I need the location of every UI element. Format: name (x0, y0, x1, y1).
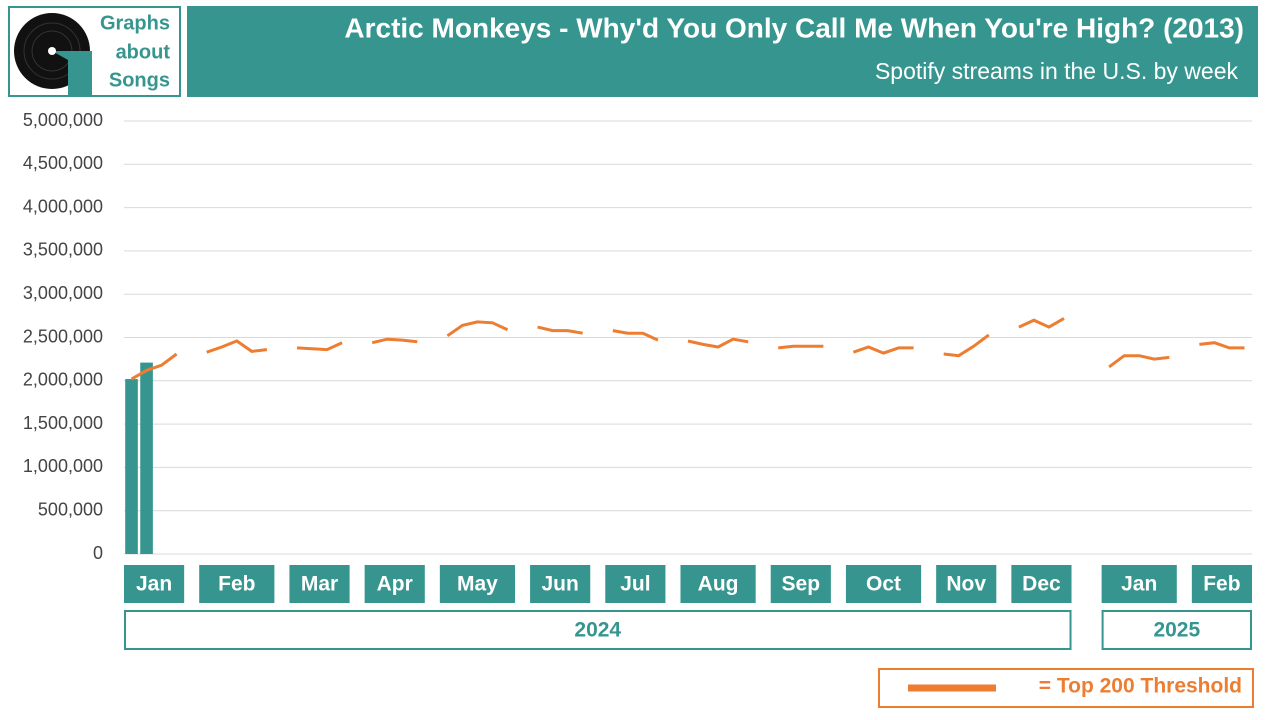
month-label: Aug (698, 573, 739, 596)
y-tick-label: 3,500,000 (23, 240, 103, 260)
month-label: Feb (1203, 573, 1240, 596)
logo-text: Songs (109, 69, 170, 91)
month-label: Dec (1022, 573, 1061, 596)
threshold-line (537, 325, 583, 335)
y-tick-label: 1,500,000 (23, 413, 103, 433)
year-box (1101, 610, 1252, 650)
logo-icon (14, 13, 92, 96)
month-label: May (457, 573, 498, 596)
threshold-line (943, 333, 990, 358)
year-box (124, 610, 1072, 650)
y-tick-label: 4,000,000 (23, 196, 103, 216)
month-box (936, 565, 997, 603)
month-box (439, 565, 516, 603)
month-box (1191, 565, 1252, 603)
month-box (124, 565, 185, 603)
month-label: Sep (782, 573, 821, 596)
month-label: Oct (866, 573, 901, 596)
threshold-line (778, 344, 824, 350)
y-tick-label: 5,000,000 (23, 110, 103, 130)
month-box (1011, 565, 1072, 603)
year-label: 2024 (574, 619, 621, 642)
y-tick-label: 1,000,000 (23, 456, 103, 476)
y-tick-label: 2,500,000 (23, 326, 103, 346)
month-label: Feb (218, 573, 255, 596)
y-tick-label: 500,000 (38, 499, 103, 519)
chart-title: Arctic Monkeys - Why'd You Only Call Me … (344, 12, 1244, 43)
month-label: Apr (377, 573, 413, 596)
threshold-line (1108, 354, 1170, 369)
threshold-line (1199, 341, 1245, 350)
threshold-line (446, 320, 509, 338)
month-box (289, 565, 350, 603)
bar (140, 362, 153, 554)
month-box (605, 565, 666, 603)
header-bar (187, 6, 1258, 97)
month-box (680, 565, 756, 603)
month-box (530, 565, 591, 603)
month-box (364, 565, 425, 603)
legend-label: = Top 200 Threshold (1039, 675, 1242, 698)
logo-text: about (116, 41, 171, 63)
month-box (770, 565, 831, 603)
month-box (1101, 565, 1177, 603)
threshold-line (130, 352, 178, 381)
month-label: Jan (1121, 573, 1157, 596)
month-label: Nov (946, 573, 986, 596)
y-tick-label: 2,000,000 (23, 370, 103, 390)
y-tick-label: 3,000,000 (23, 283, 103, 303)
month-label: Jun (541, 573, 578, 596)
month-label: Jan (136, 573, 172, 596)
month-box (199, 565, 275, 603)
threshold-line (852, 345, 914, 355)
year-label: 2025 (1153, 619, 1200, 642)
logo-text: Graphs (100, 12, 170, 34)
y-tick-label: 4,500,000 (23, 153, 103, 173)
bar (125, 379, 138, 554)
month-box (845, 565, 922, 603)
threshold-line (371, 337, 418, 345)
y-tick-label: 0 (93, 543, 103, 563)
threshold-line (1018, 317, 1065, 329)
month-label: Jul (620, 573, 650, 596)
threshold-line (206, 339, 268, 354)
threshold-line (296, 341, 343, 352)
threshold-line (687, 337, 749, 349)
threshold-line (612, 329, 659, 342)
month-label: Mar (301, 573, 338, 596)
chart-subtitle: Spotify streams in the U.S. by week (875, 58, 1239, 84)
